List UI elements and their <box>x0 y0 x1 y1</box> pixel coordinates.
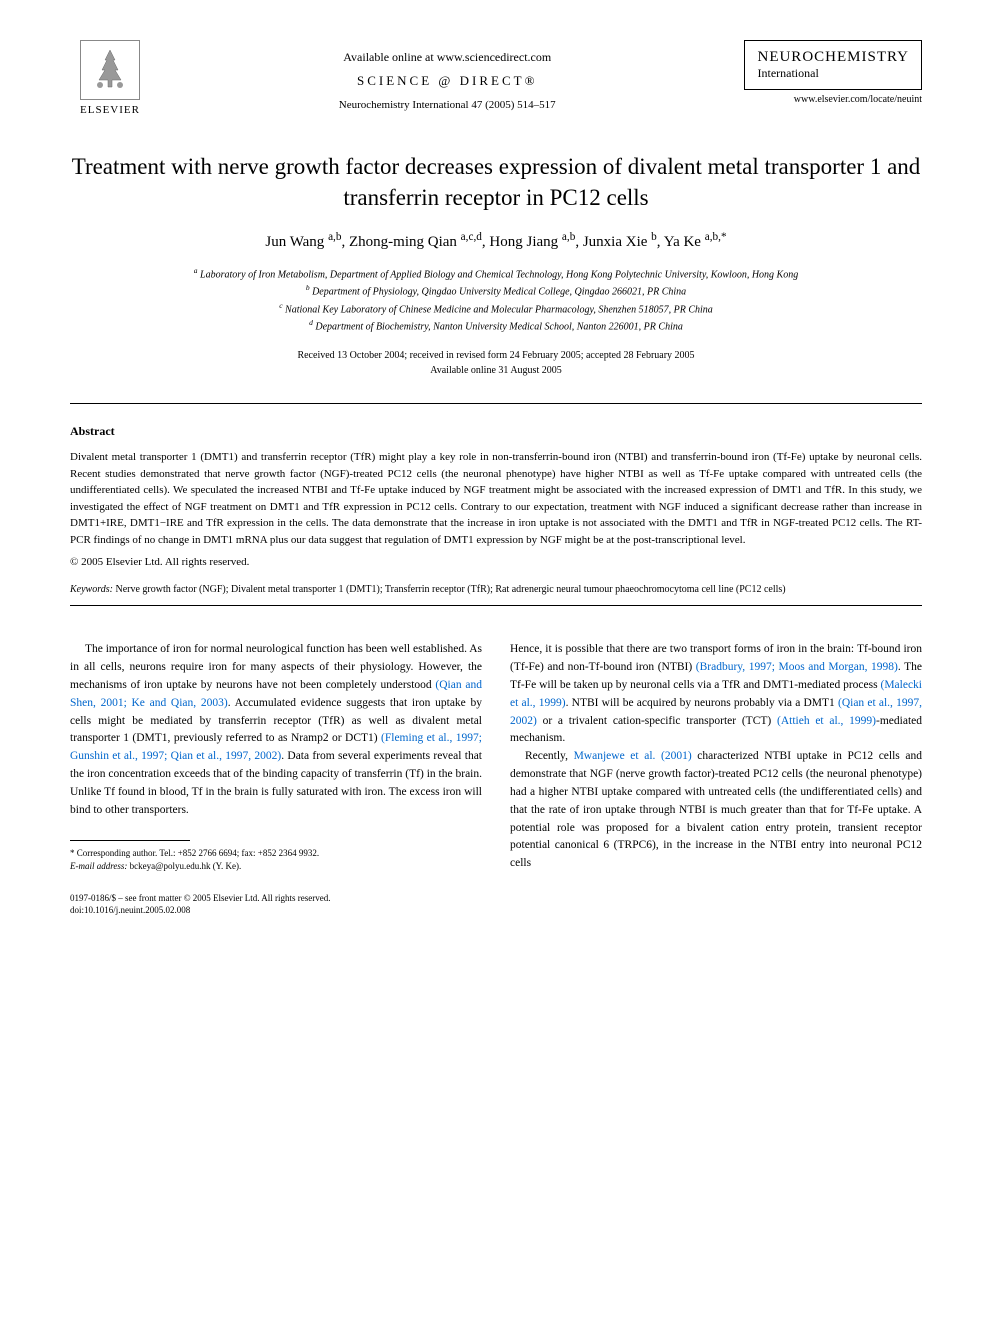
footnote-separator <box>70 840 190 841</box>
article-dates: Received 13 October 2004; received in re… <box>70 348 922 378</box>
affiliation-a: a Laboratory of Iron Metabolism, Departm… <box>70 265 922 282</box>
online-date: Available online 31 August 2005 <box>70 363 922 378</box>
affiliation-c: c National Key Laboratory of Chinese Med… <box>70 300 922 317</box>
citation-link[interactable]: (Attieh et al., 1999) <box>777 715 876 727</box>
keywords: Keywords: Nerve growth factor (NGF); Div… <box>70 582 922 597</box>
body-paragraph: Hence, it is possible that there are two… <box>510 641 922 748</box>
authors-list: Jun Wang a,b, Zhong-ming Qian a,c,d, Hon… <box>70 231 922 251</box>
received-date: Received 13 October 2004; received in re… <box>70 348 922 363</box>
abstract-heading: Abstract <box>70 424 922 439</box>
article-title: Treatment with nerve growth factor decre… <box>70 151 922 213</box>
affiliation-d: d Department of Biochemistry, Nanton Uni… <box>70 317 922 334</box>
abstract-copyright: © 2005 Elsevier Ltd. All rights reserved… <box>70 556 922 568</box>
journal-title-box: NEUROCHEMISTRY International <box>744 40 922 90</box>
journal-subtitle: International <box>757 66 909 81</box>
column-left: The importance of iron for normal neurol… <box>70 641 482 916</box>
affiliations: a Laboratory of Iron Metabolism, Departm… <box>70 265 922 334</box>
footer-copyright: 0197-0186/$ – see front matter © 2005 El… <box>70 892 482 917</box>
journal-reference: Neurochemistry International 47 (2005) 5… <box>150 99 744 111</box>
elsevier-tree-icon <box>80 40 140 100</box>
corr-author-line: * Corresponding author. Tel.: +852 2766 … <box>70 847 482 861</box>
science-direct-logo: SCIENCE @ DIRECT® <box>150 73 744 89</box>
affiliation-b: b Department of Physiology, Qingdao Univ… <box>70 282 922 299</box>
publisher-name: ELSEVIER <box>80 104 140 116</box>
column-right: Hence, it is possible that there are two… <box>510 641 922 916</box>
journal-box-wrapper: NEUROCHEMISTRY International www.elsevie… <box>744 40 922 105</box>
divider <box>70 605 922 606</box>
header-row: ELSEVIER Available online at www.science… <box>70 40 922 116</box>
journal-name: NEUROCHEMISTRY <box>757 49 909 66</box>
corresponding-author-footnote: * Corresponding author. Tel.: +852 2766 … <box>70 847 482 874</box>
body-paragraph: The importance of iron for normal neurol… <box>70 641 482 819</box>
center-header: Available online at www.sciencedirect.co… <box>150 40 744 111</box>
abstract-text: Divalent metal transporter 1 (DMT1) and … <box>70 449 922 548</box>
available-online-text: Available online at www.sciencedirect.co… <box>150 50 744 65</box>
body-columns: The importance of iron for normal neurol… <box>70 641 922 916</box>
divider <box>70 403 922 404</box>
keywords-text: Nerve growth factor (NGF); Divalent meta… <box>115 584 785 595</box>
corr-email-line: E-mail address: bckeya@polyu.edu.hk (Y. … <box>70 860 482 874</box>
citation-link[interactable]: Mwanjewe et al. (2001) <box>574 750 692 762</box>
citation-link[interactable]: (Bradbury, 1997; Moos and Morgan, 1998) <box>696 661 898 673</box>
journal-url: www.elsevier.com/locate/neuint <box>744 94 922 105</box>
publisher-logo: ELSEVIER <box>70 40 150 116</box>
body-paragraph: Recently, Mwanjewe et al. (2001) charact… <box>510 748 922 873</box>
keywords-label: Keywords: <box>70 584 113 595</box>
